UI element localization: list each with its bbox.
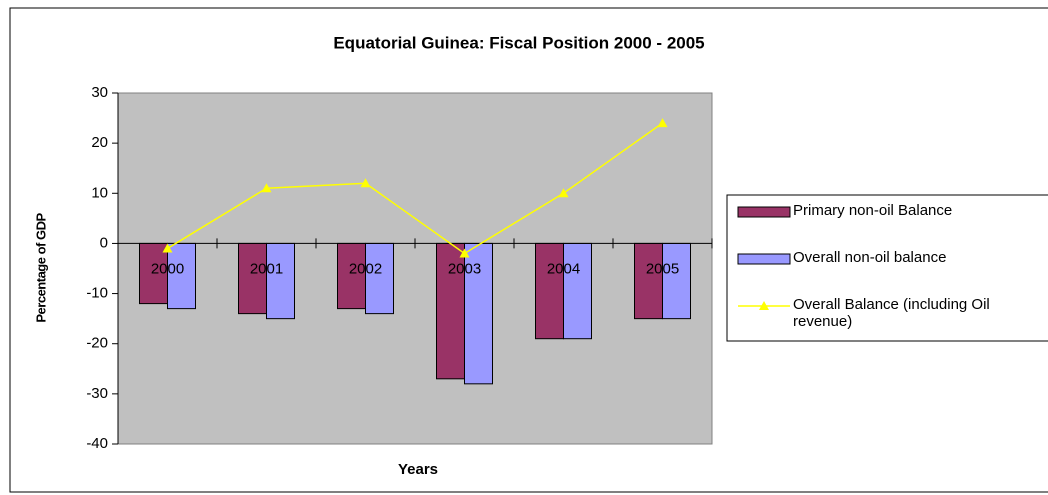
line-marker: [657, 118, 668, 128]
legend-label: Overall Balance (including Oil revenue): [793, 296, 990, 330]
bar: [167, 242, 196, 310]
legend-swatch: [737, 206, 791, 218]
y-tick-label: 20: [91, 134, 108, 151]
plot-area: [117, 92, 713, 445]
line-marker: [459, 248, 470, 258]
y-axis-label: Percentage of GDP: [33, 213, 48, 323]
x-tick-label: 2001: [250, 260, 283, 277]
legend-swatch: [737, 253, 791, 265]
line-series: [167, 122, 663, 255]
line-marker: [261, 183, 272, 193]
legend-entry: Overall non-oil balance: [793, 249, 947, 266]
x-tick-label: 2003: [448, 260, 481, 277]
x-tick-label: 2002: [349, 260, 382, 277]
line-marker: [558, 188, 569, 198]
bar: [464, 242, 493, 385]
legend-entry: Primary non-oil Balance: [793, 202, 953, 219]
y-tick-label: 0: [100, 234, 108, 251]
bar: [662, 242, 691, 320]
chart-title: Equatorial Guinea: Fiscal Position 2000 …: [333, 33, 704, 52]
y-tick-label: -40: [86, 435, 108, 452]
legend-marker: [759, 301, 769, 310]
legend-box: [726, 194, 1048, 342]
x-axis-label: Years: [398, 461, 438, 478]
line-marker: [360, 178, 371, 188]
bar: [535, 242, 564, 340]
x-tick-label: 2000: [151, 260, 184, 277]
legend-label: Primary non-oil Balance: [793, 202, 953, 219]
bar: [634, 242, 663, 320]
x-tick-label: 2005: [646, 260, 679, 277]
bar: [266, 242, 295, 320]
bar: [238, 242, 267, 315]
y-tick-label: -20: [86, 335, 108, 352]
y-tick-label: -30: [86, 385, 108, 402]
line-marker: [162, 243, 173, 253]
bar: [365, 242, 394, 315]
x-tick-label: 2004: [547, 260, 580, 277]
y-tick-label: 30: [91, 84, 108, 101]
y-tick-label: -10: [86, 285, 108, 302]
bar: [436, 242, 465, 380]
bar: [139, 242, 168, 305]
legend-label: Overall non-oil balance: [793, 249, 947, 266]
bar: [563, 242, 592, 340]
legend-entry: Overall Balance (including Oil revenue): [793, 296, 990, 330]
y-tick-label: 10: [91, 184, 108, 201]
